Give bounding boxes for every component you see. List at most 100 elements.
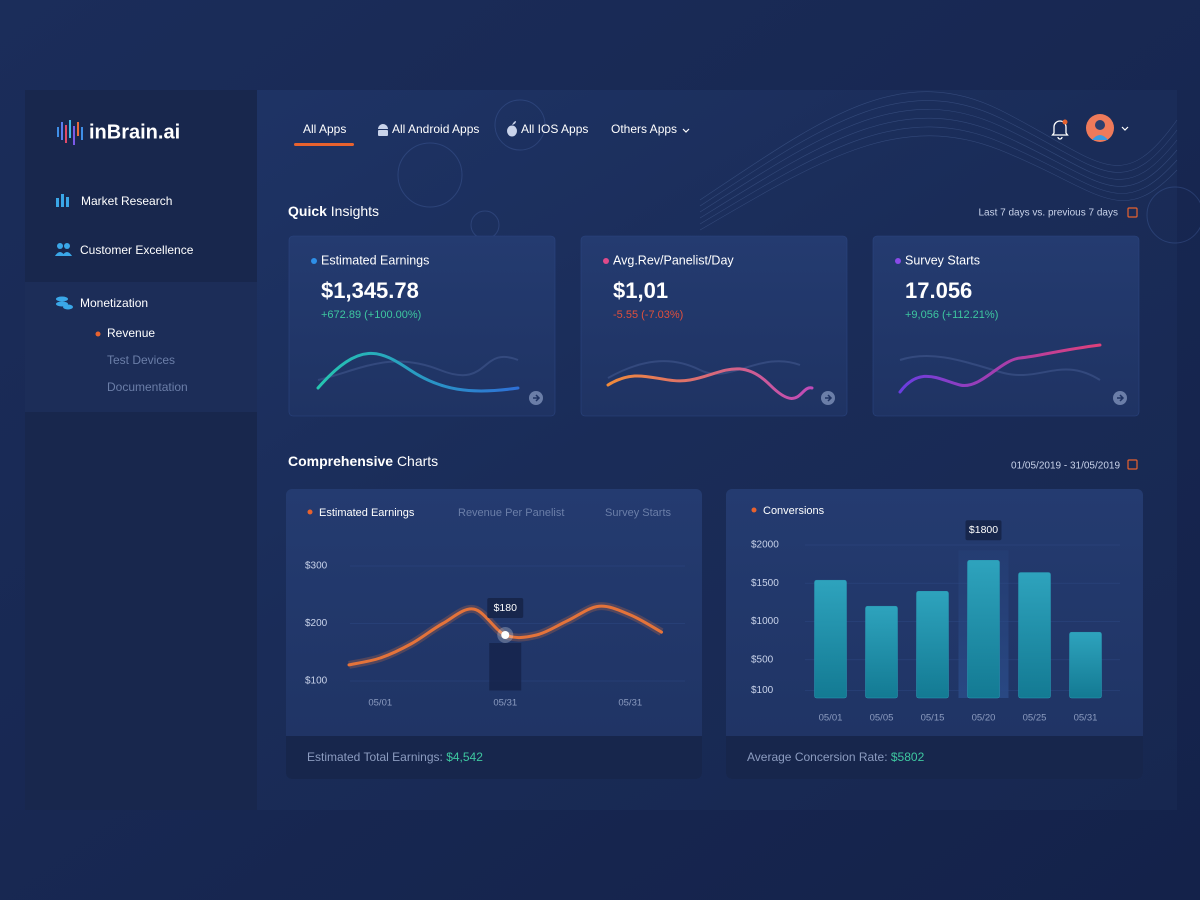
chart-panel xyxy=(286,489,702,779)
title-bold: Quick xyxy=(288,203,327,219)
section-title: Quick Insights xyxy=(288,203,379,219)
footer-text: Average Concersion Rate: $5802 xyxy=(747,750,925,764)
edit-icon[interactable] xyxy=(1127,207,1138,218)
y-tick-label: $200 xyxy=(305,618,328,629)
section-title: Comprehensive Charts xyxy=(288,453,438,469)
tab-underline xyxy=(294,143,354,146)
bar xyxy=(1069,631,1102,699)
card-change: -5.55 (-7.03%) xyxy=(613,309,683,321)
apple-icon xyxy=(507,121,517,137)
legend-dot xyxy=(307,509,313,515)
sparkline xyxy=(606,367,814,400)
tooltip-text: $1800 xyxy=(969,524,998,536)
nav-item[interactable]: Monetization xyxy=(80,296,148,310)
nav-subitem[interactable]: Documentation xyxy=(107,380,188,394)
x-tick-label: 05/01 xyxy=(368,698,392,709)
tooltip xyxy=(965,520,1002,541)
icon-monetization xyxy=(56,296,73,310)
bar xyxy=(1018,572,1051,699)
tab[interactable]: Others Apps xyxy=(611,122,677,136)
logo-icon xyxy=(57,120,83,145)
bar xyxy=(916,591,949,699)
nav-item[interactable]: Market Research xyxy=(81,194,172,208)
icon-customer xyxy=(55,243,72,256)
card-value: $1,01 xyxy=(613,278,668,303)
x-tick-label: 05/25 xyxy=(1023,713,1047,724)
card-label: Estimated Earnings xyxy=(321,253,429,267)
tab[interactable]: All Apps xyxy=(303,122,346,136)
chart-tab[interactable]: Estimated Earnings xyxy=(319,507,415,519)
android-icon xyxy=(378,124,388,136)
x-tick-label: 05/31 xyxy=(493,698,517,709)
legend-entry: Conversions xyxy=(763,505,825,517)
card-value: 17.056 xyxy=(905,278,972,303)
panel-footer xyxy=(286,736,702,779)
legend-dot xyxy=(751,507,757,513)
edit-icon[interactable] xyxy=(1127,459,1138,470)
footer-value: $4,542 xyxy=(446,750,483,764)
highlight-column xyxy=(489,643,522,691)
insight-card xyxy=(872,235,1140,417)
footer-value: $5802 xyxy=(891,750,925,764)
insight-card xyxy=(288,235,556,417)
chevron xyxy=(682,128,690,133)
title-bold: Comprehensive xyxy=(288,453,393,469)
card-arrow-glyph xyxy=(1117,394,1125,402)
brand: inBrain.ai xyxy=(89,121,180,143)
x-tick-label: 05/05 xyxy=(870,713,894,724)
tab[interactable]: All IOS Apps xyxy=(521,122,588,136)
bell-badge xyxy=(1062,119,1068,125)
period: Last 7 days vs. previous 7 days xyxy=(978,208,1118,219)
x-tick-label: 05/31 xyxy=(1074,713,1098,724)
nav-subitem[interactable]: Test Devices xyxy=(107,353,175,367)
x-tick-label: 05/15 xyxy=(921,713,945,724)
sparkline-shadow xyxy=(899,354,1101,381)
active-dot xyxy=(95,331,101,337)
sparkline-shadow xyxy=(317,355,519,381)
card-arrow-glyph xyxy=(533,394,541,402)
card-value: $1,345.78 xyxy=(321,278,419,303)
sidebar xyxy=(25,90,257,810)
sparkline xyxy=(898,343,1102,394)
chart-tab[interactable]: Revenue Per Panelist xyxy=(458,507,564,519)
icon-market xyxy=(56,194,69,207)
y-tick-label: $1000 xyxy=(751,616,779,627)
nav-item[interactable]: Customer Excellence xyxy=(80,243,194,257)
card-dot xyxy=(603,258,609,264)
x-tick-label: 05/20 xyxy=(972,713,996,724)
y-tick-label: $300 xyxy=(305,561,328,572)
panel-footer xyxy=(726,736,1143,779)
nav-subitem[interactable]: Revenue xyxy=(107,326,155,340)
cards: Estimated Earnings $1,345.78 +672.89 (+100… xyxy=(288,235,1140,417)
footer-label: Estimated Total Earnings: xyxy=(307,750,443,764)
card-label: Survey Starts xyxy=(905,253,980,267)
title-rest: Insights xyxy=(331,203,379,219)
insight-card xyxy=(580,235,848,417)
y-tick-label: $100 xyxy=(305,676,328,687)
bar xyxy=(814,579,847,699)
tooltip xyxy=(487,598,524,618)
y-tick-label: $2000 xyxy=(751,540,779,551)
decor-circles xyxy=(397,99,1200,244)
card-label: Avg.Rev/Panelist/Day xyxy=(613,253,734,267)
title-rest: Charts xyxy=(397,453,438,469)
tab[interactable]: All Android Apps xyxy=(392,122,479,136)
chart-tab[interactable]: Survey Starts xyxy=(605,507,672,519)
footer-text: Estimated Total Earnings: $4,542 xyxy=(307,750,483,764)
bar xyxy=(967,560,1000,699)
card-dot xyxy=(311,258,317,264)
card-change: +9,056 (+112.21%) xyxy=(905,309,998,321)
chevron xyxy=(1121,126,1129,131)
card-change: +672.89 (+100.00%) xyxy=(321,309,421,321)
charts: $100 $200 $300 $180 05/01 05/31 05/31 $100 $500 $… xyxy=(305,520,1120,724)
x-tick-label: 05/31 xyxy=(618,698,642,709)
footer-label: Average Concersion Rate: xyxy=(747,750,888,764)
y-tick-label: $500 xyxy=(751,654,774,665)
avatar-body xyxy=(1092,135,1108,140)
point xyxy=(501,631,510,639)
sparkline xyxy=(316,352,520,393)
decor-waves xyxy=(699,91,1178,231)
bar xyxy=(865,605,898,699)
